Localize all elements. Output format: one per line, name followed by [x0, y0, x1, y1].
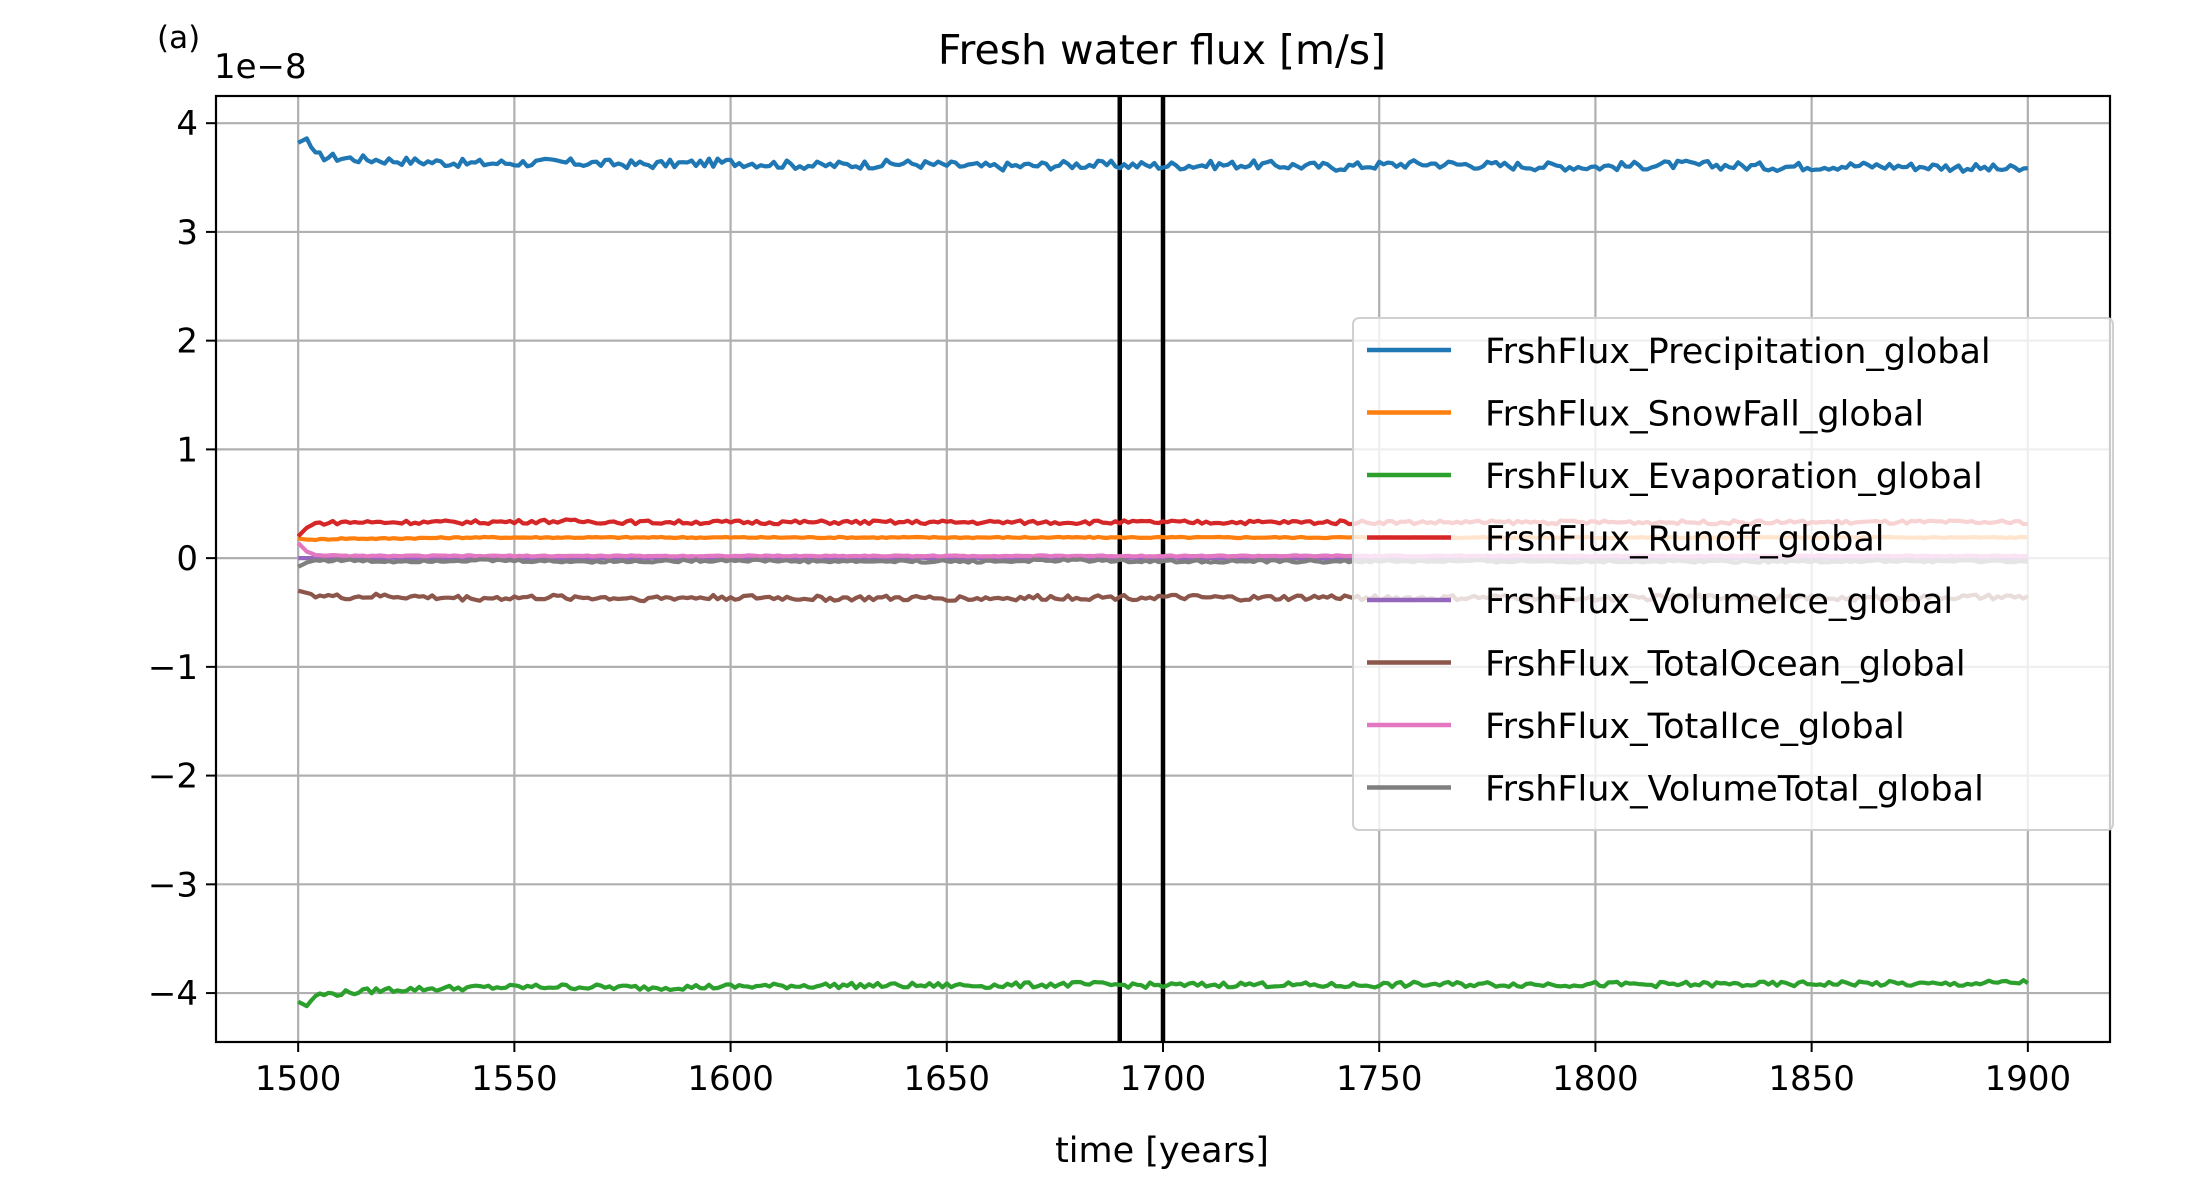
x-tick-label: 1800: [1552, 1059, 1639, 1099]
series-line-FrshFlux_Precipitation_global: [297, 136, 2028, 174]
y-tick-label: 0: [176, 539, 198, 579]
x-tick-label: 1500: [255, 1059, 342, 1099]
y-tick-label: −2: [148, 757, 198, 797]
y-tick-label: −4: [148, 974, 198, 1014]
x-tick-label: 1900: [1985, 1059, 2072, 1099]
legend-label: FrshFlux_Precipitation_global: [1485, 332, 1991, 372]
y-axis-ticks: −4 −3 −2 −1 0 1 2 3 4: [148, 104, 216, 1014]
x-tick-label: 1600: [687, 1059, 774, 1099]
y-offset-label: 1e−8: [214, 47, 307, 87]
y-tick-label: 4: [176, 104, 198, 144]
x-tick-label: 1650: [904, 1059, 991, 1099]
x-tick-label: 1700: [1120, 1059, 1207, 1099]
x-axis-label: time [years]: [1055, 1131, 1269, 1171]
panel-label: (a): [157, 20, 200, 56]
x-tick-label: 1850: [1768, 1059, 1855, 1099]
legend-label: FrshFlux_SnowFall_global: [1485, 395, 1924, 435]
x-tick-label: 1550: [471, 1059, 558, 1099]
y-tick-label: 2: [176, 322, 198, 362]
legend-label: FrshFlux_VolumeIce_global: [1485, 582, 1953, 622]
chart-title: Fresh water flux [m/s]: [938, 26, 1386, 74]
y-tick-label: −3: [148, 865, 198, 905]
legend: FrshFlux_Precipitation_global FrshFlux_Sn…: [1352, 317, 2114, 831]
y-tick-label: 1: [176, 430, 198, 470]
legend-label: FrshFlux_Runoff_global: [1485, 520, 1885, 560]
x-tick-label: 1750: [1336, 1059, 1423, 1099]
legend-label: FrshFlux_Evaporation_global: [1485, 457, 1983, 497]
reference-lines: [1117, 96, 1166, 1042]
legend-label: FrshFlux_TotalOcean_global: [1485, 645, 1966, 685]
legend-label: FrshFlux_TotalIce_global: [1485, 707, 1905, 747]
y-tick-label: −1: [148, 648, 198, 688]
legend-label: FrshFlux_VolumeTotal_global: [1485, 770, 1984, 810]
series-line-FrshFlux_Evaporation_global: [297, 978, 2030, 1009]
y-tick-label: 3: [176, 213, 198, 253]
x-axis-ticks: 1500 1550 1600 1650 1700 1750 1800 1850 1900: [255, 1042, 2071, 1099]
legend-box: [1352, 317, 2114, 831]
